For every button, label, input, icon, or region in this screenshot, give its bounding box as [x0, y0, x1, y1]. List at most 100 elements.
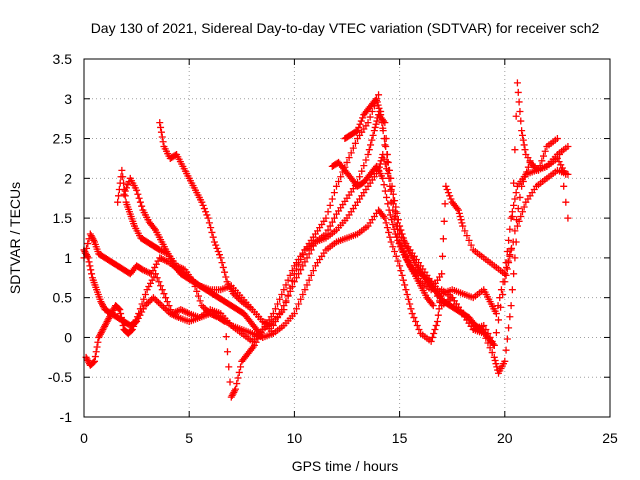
data-point	[368, 136, 376, 144]
data-point	[447, 195, 455, 203]
data-point	[288, 277, 296, 285]
data-point	[508, 286, 516, 294]
data-point	[130, 322, 138, 330]
data-point	[151, 295, 159, 303]
data-point	[428, 333, 436, 341]
data-point	[117, 314, 125, 322]
chart-title: Day 130 of 2021, Sidereal Day-to-day VTE…	[91, 20, 600, 36]
data-point	[389, 190, 397, 198]
data-point	[408, 310, 416, 318]
data-point	[385, 228, 393, 236]
data-point	[379, 127, 387, 135]
data-point	[98, 299, 106, 307]
data-point	[250, 341, 258, 349]
data-point	[399, 234, 407, 242]
data-point	[415, 325, 423, 333]
data-point	[167, 306, 175, 314]
data-point	[387, 238, 395, 246]
data-point	[510, 179, 518, 187]
data-point	[83, 355, 91, 363]
data-point	[158, 133, 166, 141]
data-point	[371, 123, 379, 131]
data-point	[564, 143, 572, 151]
data-point	[383, 150, 391, 158]
x-tick-label: 25	[602, 430, 618, 446]
data-point	[516, 108, 524, 116]
data-point	[83, 252, 91, 260]
data-point	[138, 300, 146, 308]
data-point	[465, 236, 473, 244]
data-point	[514, 205, 522, 213]
data-point	[492, 360, 500, 368]
data-point	[491, 357, 499, 365]
data-point	[456, 213, 464, 221]
data-point	[309, 267, 317, 275]
data-point	[513, 216, 521, 224]
data-point	[97, 329, 105, 337]
data-points	[80, 79, 572, 401]
data-point	[91, 357, 99, 365]
data-point	[211, 312, 219, 320]
x-axis: 0 5 10 15 20 25	[80, 59, 618, 446]
data-point	[564, 214, 572, 222]
data-point	[84, 357, 92, 365]
data-point	[534, 166, 542, 174]
data-point	[87, 266, 95, 274]
data-point	[376, 108, 384, 116]
data-point	[523, 168, 531, 176]
data-point	[368, 108, 376, 116]
data-point	[364, 150, 372, 158]
data-point	[463, 232, 471, 240]
data-point	[286, 284, 294, 292]
data-point	[278, 290, 286, 298]
data-point	[295, 300, 303, 308]
data-point	[556, 150, 564, 158]
data-point	[159, 138, 167, 146]
data-point	[507, 302, 515, 310]
data-point	[503, 335, 511, 343]
data-point	[114, 304, 122, 312]
data-point	[210, 238, 218, 246]
data-point	[497, 303, 505, 311]
data-point	[512, 189, 520, 197]
data-point	[284, 291, 292, 299]
data-point	[513, 222, 521, 230]
data-point	[280, 286, 288, 294]
data-point	[151, 263, 159, 271]
data-point	[511, 146, 519, 154]
data-point	[152, 260, 160, 268]
data-point	[115, 192, 123, 200]
data-point	[163, 298, 171, 306]
data-point	[512, 112, 520, 120]
data-point	[395, 240, 403, 248]
data-point	[391, 197, 399, 205]
data-point	[89, 359, 97, 367]
data-point	[107, 310, 115, 318]
data-point	[94, 338, 102, 346]
data-point	[381, 187, 389, 195]
data-point	[280, 306, 288, 314]
data-point	[100, 324, 108, 332]
data-point	[136, 198, 144, 206]
data-point	[389, 243, 397, 251]
data-point	[404, 295, 412, 303]
y-tick-label: 3	[64, 91, 72, 107]
data-point	[501, 357, 509, 365]
data-point	[84, 240, 92, 248]
data-point	[103, 318, 111, 326]
data-point	[399, 276, 407, 284]
y-tick-label: 1.5	[53, 210, 73, 226]
y-axis: -1 -0.5 0 0.5 1 1.5 2 2.5 3 3.5	[48, 51, 610, 425]
data-point	[227, 393, 235, 401]
data-point	[193, 287, 201, 295]
data-point	[382, 143, 390, 151]
data-point	[258, 332, 266, 340]
data-point	[526, 158, 534, 166]
data-point	[382, 219, 390, 227]
data-point	[148, 276, 156, 284]
data-point	[168, 310, 176, 318]
data-point	[520, 141, 528, 149]
data-point	[225, 363, 233, 371]
data-point	[290, 310, 298, 318]
data-point	[502, 346, 510, 354]
